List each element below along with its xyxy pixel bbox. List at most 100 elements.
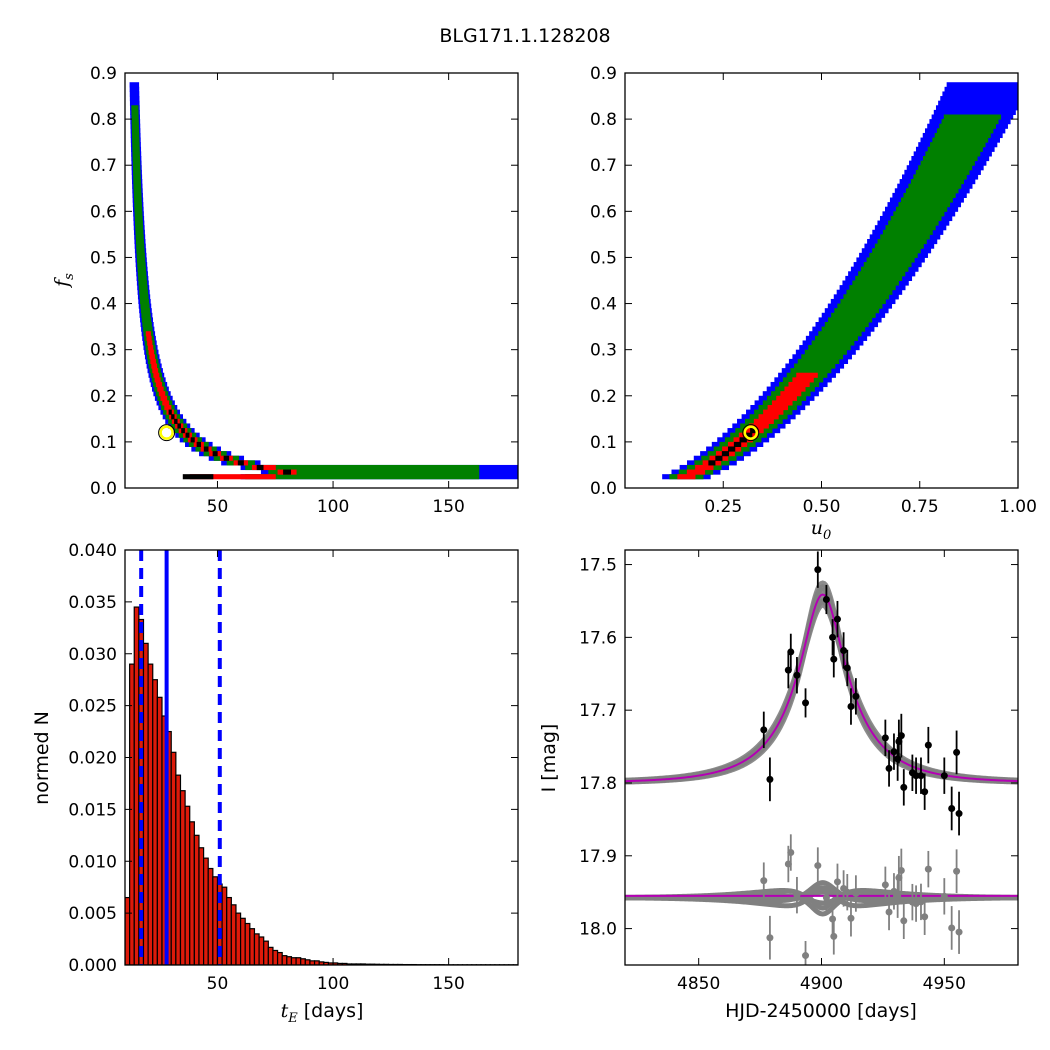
contour-cell bbox=[874, 243, 924, 249]
histogram-bar bbox=[170, 751, 177, 965]
x-tick-label: 1.00 bbox=[999, 497, 1037, 517]
histogram-bar bbox=[281, 955, 288, 965]
contour-cell bbox=[893, 211, 945, 217]
contour-cell-#008000 bbox=[131, 109, 139, 115]
contour-cell bbox=[792, 377, 814, 383]
contour-cell-#008000 bbox=[140, 298, 150, 305]
contour-cell-#008000 bbox=[245, 474, 480, 480]
data-point bbox=[852, 692, 860, 700]
residual-point bbox=[921, 913, 929, 921]
contour-cell bbox=[936, 128, 994, 134]
contour-cell-#008000 bbox=[142, 326, 153, 332]
histogram-bar bbox=[295, 957, 302, 965]
residual-point bbox=[814, 862, 822, 870]
contour-cell-#008000 bbox=[138, 285, 148, 291]
y-tick-label: 0.3 bbox=[90, 341, 117, 361]
data-point bbox=[948, 804, 956, 812]
contour-cell bbox=[824, 322, 869, 328]
x-axis-label: HJD-2450000 [days] bbox=[725, 1000, 917, 1022]
data-point bbox=[822, 596, 830, 604]
y-tick-label: 0.7 bbox=[90, 156, 117, 176]
residual-point bbox=[787, 849, 795, 857]
histogram-bar bbox=[276, 951, 283, 965]
contour-cell bbox=[890, 215, 942, 222]
contour-cell bbox=[930, 142, 986, 148]
y-tick-label: 18.0 bbox=[579, 920, 617, 940]
contour-cell bbox=[852, 280, 899, 286]
best-fit-marker bbox=[743, 425, 759, 440]
x-tick-label: 0.75 bbox=[901, 497, 939, 517]
contour-cell-#ff0000 bbox=[146, 335, 152, 341]
contour-cell-#000000 bbox=[223, 455, 230, 461]
contour-cell bbox=[940, 96, 1018, 102]
data-point bbox=[897, 732, 905, 740]
data-point bbox=[843, 664, 851, 672]
y-tick-label: 0.9 bbox=[590, 64, 617, 84]
residual-point bbox=[833, 878, 841, 886]
residual-point bbox=[897, 866, 905, 874]
contour-cell-#000000 bbox=[182, 474, 214, 480]
residual-point bbox=[802, 952, 810, 960]
data-point bbox=[840, 646, 848, 654]
contour-cell bbox=[946, 82, 1018, 88]
contour-cell bbox=[858, 271, 906, 277]
contour-cell bbox=[728, 446, 736, 452]
best-fit-outline bbox=[158, 424, 176, 442]
contour-cell bbox=[750, 428, 758, 434]
contour-cell-#008000 bbox=[141, 317, 152, 323]
contour-cell bbox=[908, 183, 962, 189]
histogram-bar bbox=[253, 933, 260, 965]
data-point bbox=[793, 671, 801, 679]
histogram-bar bbox=[230, 904, 237, 965]
contour-cell-#008000 bbox=[268, 469, 480, 475]
contour-cell bbox=[715, 455, 723, 461]
data-point bbox=[847, 703, 855, 711]
contour-cell bbox=[944, 86, 1018, 92]
residual-point bbox=[885, 908, 893, 916]
histogram-bar bbox=[249, 928, 256, 965]
histogram-bar bbox=[156, 696, 163, 965]
contour-cell bbox=[934, 132, 991, 139]
y-tick-label: 0.7 bbox=[590, 156, 617, 176]
residual-point bbox=[847, 914, 855, 922]
y-tick-label: 0.5 bbox=[590, 248, 617, 268]
y-axis-label: normed N bbox=[31, 711, 53, 805]
contour-cell bbox=[758, 414, 779, 420]
y-axis-label: fs bbox=[51, 273, 77, 289]
contour-cell-#ff0000 bbox=[148, 349, 155, 355]
data-point bbox=[830, 655, 838, 663]
histogram-bar bbox=[267, 946, 274, 965]
contour-cell bbox=[821, 326, 866, 332]
contour-cell-#000000 bbox=[256, 464, 264, 471]
y-tick-label: 0.005 bbox=[68, 904, 117, 924]
residual-point bbox=[793, 891, 801, 899]
residual-point bbox=[940, 892, 948, 900]
histogram-bar bbox=[244, 922, 251, 965]
contour-cell-#000000 bbox=[283, 469, 292, 475]
histogram-bar bbox=[193, 834, 200, 965]
y-tick-label: 0.0 bbox=[90, 479, 117, 499]
histogram-bar bbox=[304, 959, 311, 965]
y-tick-label: 0.8 bbox=[590, 110, 617, 130]
residual-point bbox=[881, 881, 889, 889]
data-point bbox=[921, 788, 929, 796]
contour-cell bbox=[843, 294, 890, 300]
contour-cell bbox=[828, 317, 873, 323]
contour-cell-#ff0000 bbox=[164, 405, 172, 411]
histogram-bar bbox=[226, 896, 232, 965]
data-point bbox=[881, 734, 889, 742]
y-tick-label: 0.9 bbox=[90, 64, 117, 84]
contour-cell-#ff0000 bbox=[147, 345, 154, 351]
residual-point bbox=[917, 898, 925, 906]
contour-cell bbox=[677, 474, 696, 480]
contour-cell bbox=[837, 303, 883, 309]
contour-cell-#000000 bbox=[177, 423, 181, 429]
data-point bbox=[829, 633, 837, 641]
contour-cell bbox=[933, 109, 1016, 115]
histogram-bar bbox=[258, 936, 265, 965]
contour-cell bbox=[903, 192, 956, 198]
histogram-bar bbox=[272, 949, 279, 965]
contour-cell bbox=[780, 391, 802, 397]
contour-cell-#ff0000 bbox=[152, 368, 159, 374]
